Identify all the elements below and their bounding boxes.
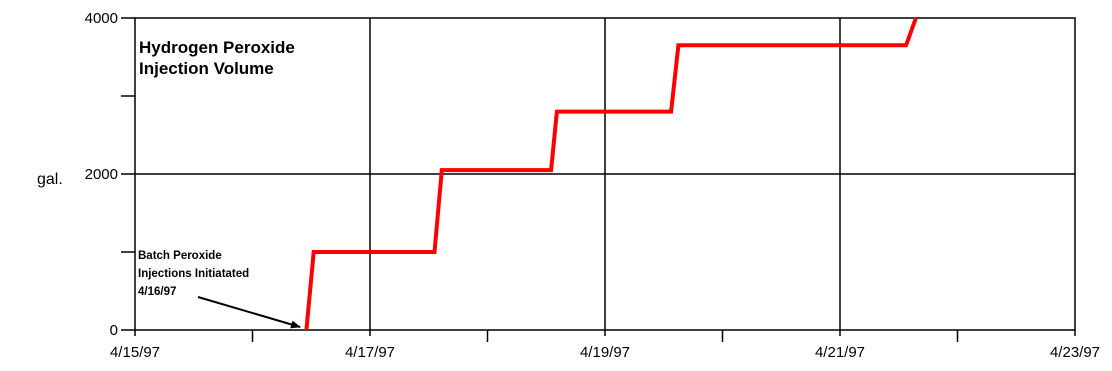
grid — [135, 18, 1075, 330]
annotation-line-3: 4/16/97 — [138, 286, 176, 298]
x-tick-label: 4/17/97 — [345, 344, 395, 361]
y-tick-label: 4000 — [85, 10, 118, 27]
x-tick-label: 4/23/97 — [1050, 344, 1100, 361]
y-tick-label: 2000 — [85, 166, 118, 183]
annotation-line-1: Batch Peroxide — [138, 250, 222, 262]
chart-title-line-2: Injection Volume — [139, 59, 274, 78]
x-tick-label: 4/21/97 — [815, 344, 865, 361]
annotation-line-2: Injections Initiatated — [138, 268, 249, 280]
y-axis-label: gal. — [37, 171, 63, 188]
y-tick-label: 0 — [110, 322, 118, 339]
chart-title-line-1: Hydrogen Peroxide — [139, 38, 295, 57]
chart-title: Hydrogen Peroxide Injection Volume — [139, 38, 295, 78]
annotation: Batch Peroxide Injections Initiatated 4/… — [138, 250, 301, 329]
annotation-arrow — [197, 296, 301, 329]
series-line — [304, 17, 918, 331]
axes: 4/15/97 4/17/97 4/19/97 4/21/97 4/23/97 0 2000… — [85, 10, 1100, 361]
x-tick-label: 4/15/97 — [110, 344, 160, 361]
series-layer — [304, 17, 918, 331]
x-tick-label: 4/19/97 — [580, 344, 630, 361]
